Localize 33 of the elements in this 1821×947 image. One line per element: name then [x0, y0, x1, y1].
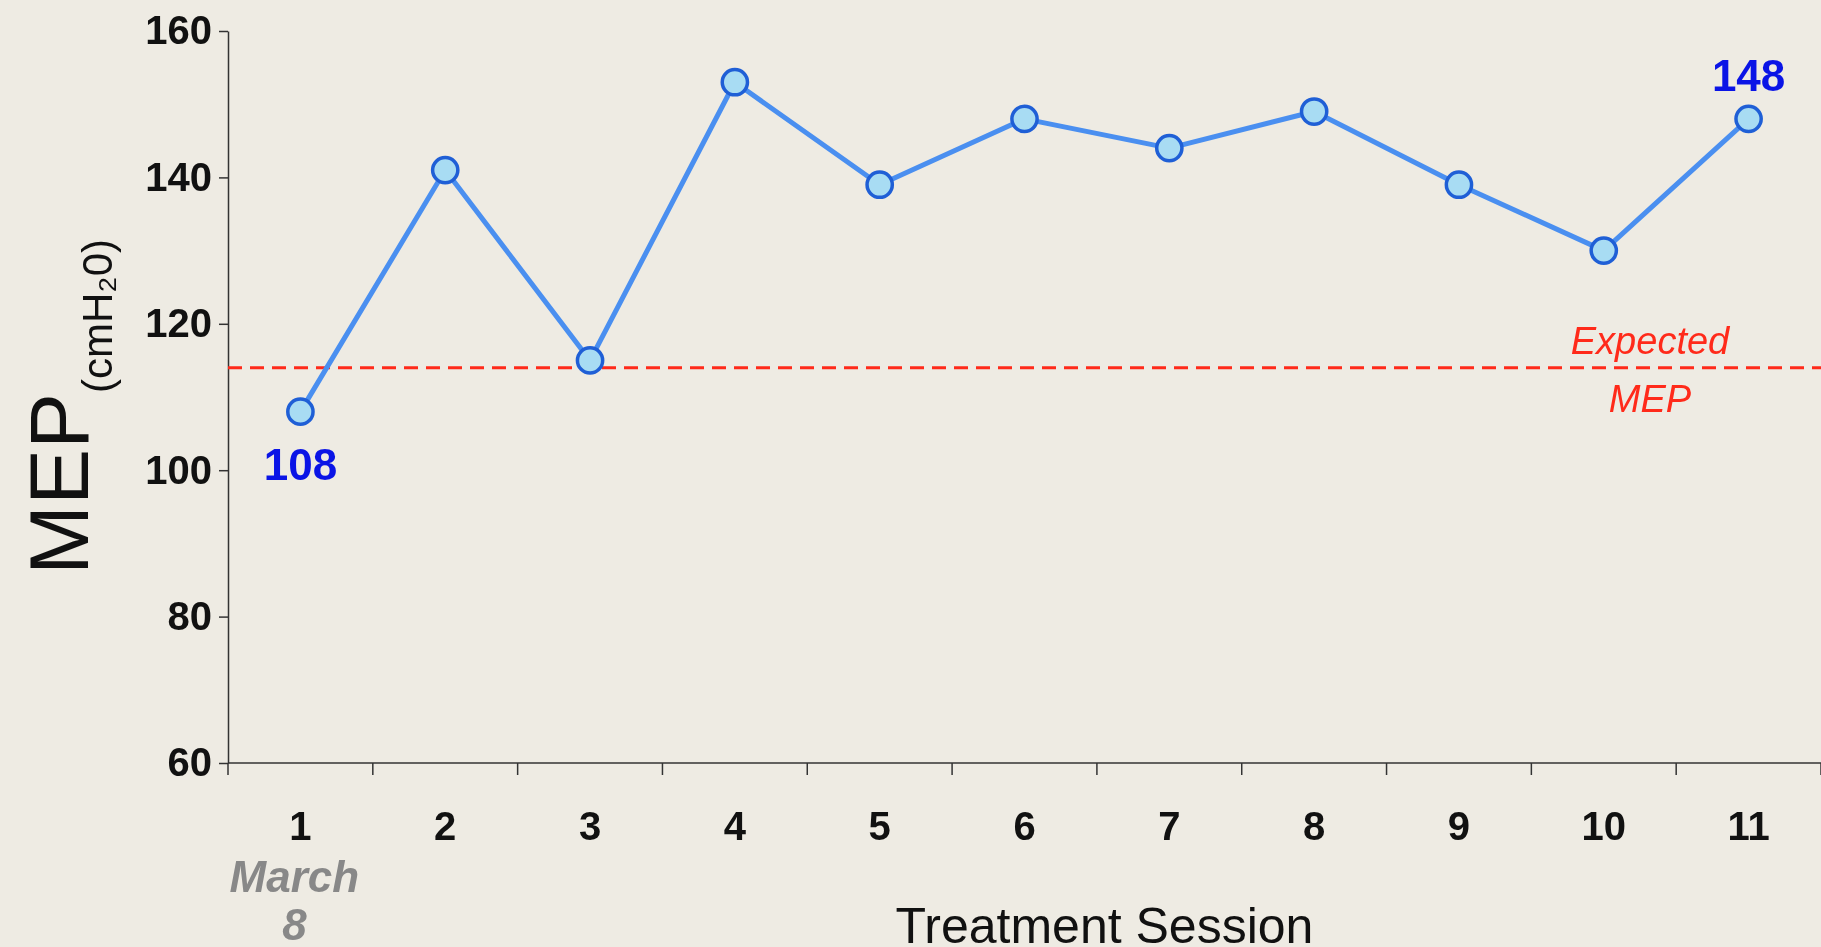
point	[1010, 104, 1039, 134]
x-tick-label: 6	[1013, 804, 1036, 848]
point	[720, 67, 750, 97]
point	[1589, 236, 1619, 265]
x-tick-label: 9	[1447, 804, 1471, 848]
point	[1154, 133, 1184, 163]
ref-line-label: Expected MEP	[1570, 319, 1732, 420]
x-tick-label: 7	[1158, 804, 1181, 848]
point	[575, 346, 605, 375]
y-tick-label: 140	[145, 154, 212, 199]
y-tick-label: 80	[167, 593, 212, 638]
y-tick-label: 60	[167, 740, 212, 785]
x-tick-label: 2	[434, 804, 457, 848]
point	[1444, 170, 1474, 200]
x-tick-label: 10	[1581, 804, 1627, 848]
point	[1734, 104, 1763, 134]
x-tick-label: 1	[289, 804, 312, 848]
data-label: 148	[1711, 50, 1786, 100]
x-tick-label: 11	[1727, 804, 1770, 848]
x-tick-label: 4	[723, 804, 747, 848]
point	[865, 170, 895, 200]
x-tick-label: 5	[868, 804, 891, 848]
x-tick-label: 3	[578, 804, 602, 848]
y-tick-label: 100	[145, 447, 212, 492]
point	[430, 155, 460, 185]
x-tick-label: 8	[1303, 804, 1326, 848]
point	[1299, 97, 1329, 126]
y-tick-label: 160	[145, 8, 212, 53]
data-label: 108	[263, 439, 338, 489]
x-axis-title: Treatment Session	[895, 898, 1314, 947]
text: March 8	[229, 852, 360, 947]
y-tick-label: 120	[145, 301, 212, 346]
point	[286, 397, 315, 426]
